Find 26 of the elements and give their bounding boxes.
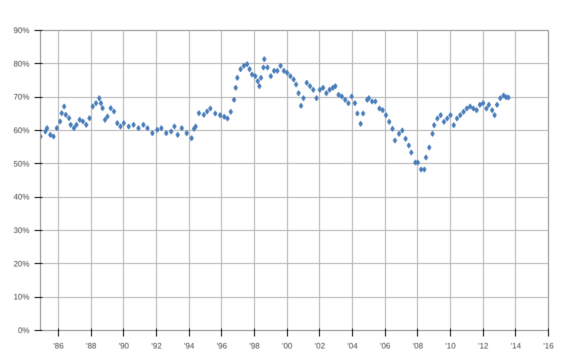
x-tick-label: '04 (347, 342, 358, 350)
x-tick-label: '14 (510, 342, 522, 350)
x-tick-label: '10 (445, 342, 456, 350)
x-tick-label: '98 (249, 342, 260, 350)
x-tick-label: '96 (216, 342, 228, 350)
y-tick-label: 20% (13, 259, 30, 268)
y-tick-label: 60% (13, 126, 30, 135)
x-tick-label: '86 (53, 342, 64, 350)
x-tick-label: '90 (118, 342, 130, 350)
y-tick-label: 0% (18, 326, 30, 335)
y-tick-label: 70% (13, 92, 30, 102)
y-tick-label: 30% (13, 226, 30, 235)
x-tick-label: '88 (86, 342, 97, 350)
x-tick-label: '08 (412, 342, 424, 350)
x-tick-label: '92 (151, 342, 162, 350)
x-tick-label: '00 (282, 342, 293, 350)
x-tick-label: '16 (543, 342, 554, 350)
x-tick-label: '06 (380, 342, 391, 350)
y-tick-label: 90% (13, 26, 30, 35)
y-tick-label: 40% (13, 192, 30, 202)
y-tick-label: 50% (13, 159, 30, 168)
x-tick-label: '12 (478, 342, 489, 350)
y-tick-label: 10% (13, 292, 30, 302)
y-tick-label: 80% (13, 59, 30, 68)
x-tick-label: '02 (314, 342, 326, 350)
x-tick-label: '94 (184, 342, 195, 350)
